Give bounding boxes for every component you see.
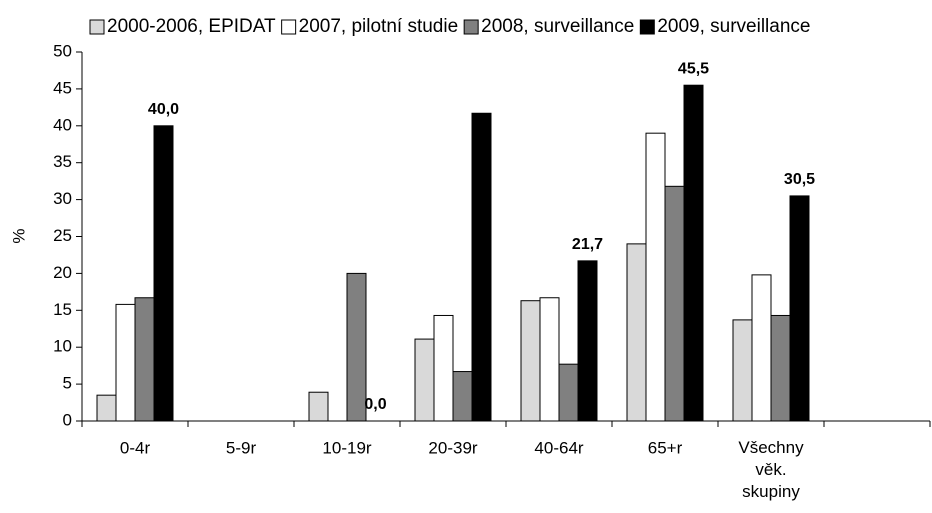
bar (134, 297, 155, 422)
legend-label: 2007, pilotní studie (299, 16, 459, 37)
x-tick-label: 40-64r (534, 438, 583, 457)
bar (96, 394, 117, 422)
y-tick-label: 5 (63, 374, 72, 393)
bar (115, 303, 136, 422)
bar (770, 314, 791, 422)
y-tick-label: 35 (53, 152, 72, 171)
x-tick-label-line: skupiny (742, 482, 800, 501)
data-label: 0,0 (364, 396, 386, 413)
bar (433, 314, 454, 422)
x-tick-label: 20-39r (428, 438, 477, 457)
x-tick-label: Všechny věk. skupiny (738, 438, 804, 501)
x-tick-label-line: věk. (755, 460, 786, 479)
bar (539, 297, 560, 422)
legend-swatch (639, 19, 655, 35)
y-tick-label: 30 (53, 189, 72, 208)
x-tick-label: 5-9r (226, 438, 257, 457)
data-label: 30,5 (784, 171, 815, 188)
bar (751, 274, 772, 422)
y-tick-label: 10 (53, 337, 72, 356)
y-tick-label: 0 (63, 410, 72, 429)
bar (346, 272, 367, 422)
legend-label: 2008, surveillance (481, 16, 634, 37)
y-tick-label: 50 (53, 41, 72, 60)
bar (471, 112, 492, 422)
legend-label: 2009, surveillance (657, 16, 810, 37)
bar (153, 125, 174, 422)
legend-label: 2000-2006, EPIDAT (107, 16, 276, 37)
legend-swatch (89, 19, 105, 35)
data-label: 21,7 (572, 236, 603, 253)
y-tick-label: 15 (53, 300, 72, 319)
bar (577, 260, 598, 422)
bar (683, 84, 704, 422)
y-tick-label: 25 (53, 226, 72, 245)
x-tick-label: 0-4r (120, 438, 151, 457)
x-tick-label-line: Všechny (738, 438, 804, 457)
bar (558, 363, 579, 422)
bar (732, 319, 753, 422)
bar (308, 391, 329, 422)
y-tick-label: 40 (53, 115, 72, 134)
x-tick-label: 10-19r (322, 438, 371, 457)
bar (452, 371, 473, 422)
y-axis-label: % (9, 228, 28, 243)
legend-swatch (463, 19, 479, 35)
y-tick-label: 45 (53, 78, 72, 97)
bar (664, 185, 685, 422)
data-label: 45,5 (678, 60, 709, 77)
bar (789, 195, 810, 422)
bar (626, 243, 647, 422)
bar (414, 338, 435, 422)
legend-swatch (281, 19, 297, 35)
x-tick-label: 65+r (648, 438, 683, 457)
y-tick-label: 20 (53, 263, 72, 282)
data-label: 40,0 (148, 101, 179, 118)
bar (645, 132, 666, 422)
bar (520, 300, 541, 422)
